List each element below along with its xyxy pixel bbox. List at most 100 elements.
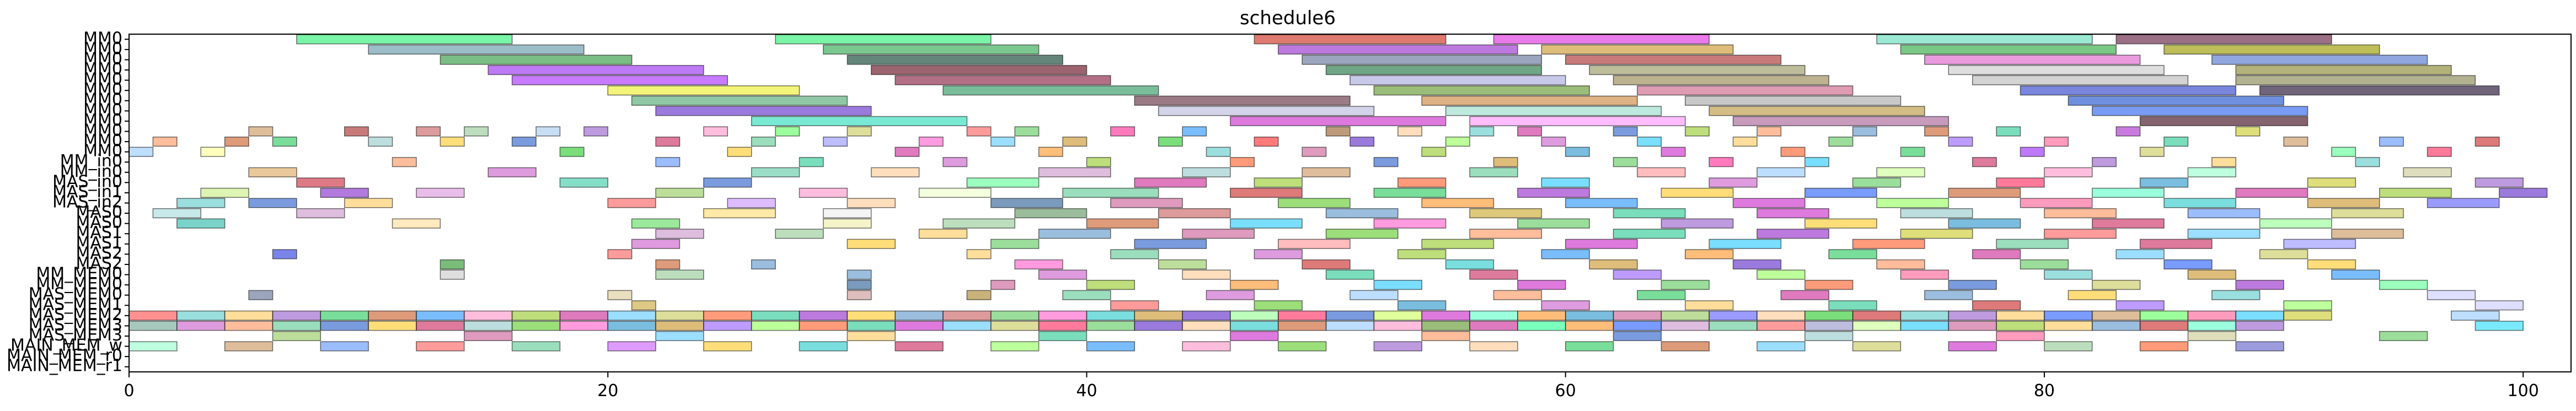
task-bar <box>1948 187 2021 198</box>
task-bar <box>2187 321 2236 331</box>
row-label: MM0 <box>83 60 122 79</box>
task-bar <box>1254 34 1447 45</box>
task-bar <box>559 310 608 321</box>
task-bar <box>1732 116 1950 126</box>
task-bar <box>464 321 513 331</box>
task-bar <box>1565 198 1638 208</box>
task-bar <box>2379 331 2428 342</box>
task-bar <box>895 341 944 351</box>
task-bar <box>2427 147 2452 157</box>
row-label: MM_in0 <box>60 152 122 171</box>
task-bar <box>1086 321 1136 331</box>
task-bar <box>1469 116 1686 126</box>
task-bar <box>128 310 178 321</box>
task-bar <box>2235 187 2309 198</box>
task-bar <box>1182 229 1255 239</box>
task-bar <box>2116 34 2332 45</box>
task-bar <box>1421 198 1495 208</box>
task-bar <box>1182 269 1231 280</box>
task-bar <box>1589 64 1806 75</box>
task-bar <box>1038 321 1088 331</box>
task-bar <box>2331 269 2380 280</box>
task-bar <box>1421 331 1470 342</box>
task-bar <box>1230 218 1303 229</box>
task-bar <box>847 269 872 280</box>
task-bar <box>1062 290 1111 300</box>
task-bar <box>1302 55 1543 65</box>
task-bar <box>248 290 274 300</box>
task-bar <box>1804 321 1854 331</box>
task-bar <box>416 341 465 351</box>
task-bar <box>655 269 704 280</box>
task-bar <box>1373 310 1422 321</box>
task-bar <box>1038 229 1111 239</box>
task-bar <box>1732 136 1758 147</box>
task-bar <box>2044 321 2093 331</box>
task-bar <box>1900 44 2117 55</box>
task-bar <box>1613 208 1686 219</box>
task-bar <box>1373 321 1422 331</box>
task-bar <box>1517 310 1566 321</box>
task-bar <box>2379 187 2452 198</box>
task-bar <box>344 126 369 137</box>
task-bar <box>775 126 800 137</box>
task-bar <box>1421 147 1447 157</box>
task-bar <box>1661 147 1686 157</box>
task-bar <box>1373 279 1422 290</box>
task-bar <box>1996 310 2045 321</box>
task-bar <box>966 177 1040 188</box>
task-bar <box>488 167 537 177</box>
task-bar <box>1230 310 1279 321</box>
task-bar <box>847 290 872 300</box>
task-bar <box>847 126 872 137</box>
task-bar <box>1158 106 1375 116</box>
task-bar <box>1278 44 1518 55</box>
task-bar <box>942 321 992 331</box>
task-bar <box>511 341 561 351</box>
task-bar <box>1038 310 1088 321</box>
task-bar <box>2187 208 2261 219</box>
task-bar <box>1852 341 1902 351</box>
task-bar <box>2092 321 2141 331</box>
task-bar <box>1134 95 1351 106</box>
task-bar <box>1996 126 2021 137</box>
task-bar <box>1469 310 1518 321</box>
task-bar <box>990 279 1015 290</box>
task-bar <box>703 341 752 351</box>
task-bar <box>2044 310 2093 321</box>
task-bar <box>751 310 800 321</box>
task-bar <box>1206 147 1231 157</box>
row-label: MAS0 <box>76 203 122 222</box>
task-bar <box>200 147 226 157</box>
task-bar <box>1924 126 1950 137</box>
task-bar <box>655 106 872 116</box>
task-bar <box>1158 136 1183 147</box>
task-bar <box>2235 310 2284 321</box>
task-bar <box>1230 321 1279 331</box>
task-bar <box>1110 300 1159 311</box>
task-bar <box>1469 229 1543 239</box>
task-bar <box>1230 279 1279 290</box>
task-bar <box>918 136 944 147</box>
task-bar <box>248 126 274 137</box>
task-bar <box>1397 300 1447 311</box>
task-bar <box>1756 167 1806 177</box>
task-bar <box>368 136 393 147</box>
task-bar <box>1828 249 1877 259</box>
task-bar <box>1182 341 1231 351</box>
task-bar <box>2187 310 2236 321</box>
task-bar <box>559 177 608 188</box>
task-bar <box>1972 75 2189 85</box>
x-tick-label: 0 <box>124 381 134 401</box>
task-bar <box>2044 208 2117 219</box>
row-label: MAIN_MEM_r1 <box>7 356 122 376</box>
task-bar <box>1732 198 1806 208</box>
x-axis-ticks: 0 20 40 60 80 100 <box>124 372 2539 401</box>
task-bar <box>1948 136 1973 147</box>
task-bar <box>1613 75 1829 85</box>
task-bar <box>1900 310 1950 321</box>
task-bar <box>1804 310 1854 321</box>
task-bar <box>895 310 944 321</box>
task-bar <box>2139 310 2189 321</box>
